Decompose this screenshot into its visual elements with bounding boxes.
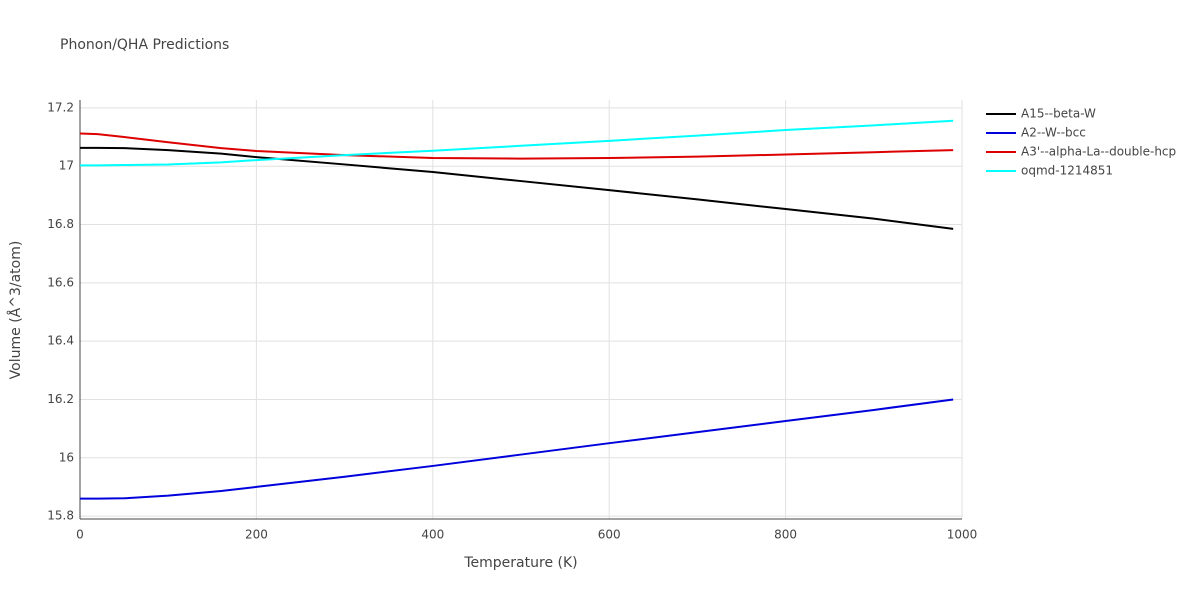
legend-label: oqmd-1214851: [1021, 164, 1113, 178]
y-tick-label: 15.8: [47, 509, 74, 523]
x-tick-label: 1000: [947, 528, 978, 542]
y-tick-label: 16.2: [47, 392, 74, 406]
x-tick-label: 800: [774, 528, 797, 542]
x-tick-label: 0: [76, 528, 84, 542]
y-axis-label: Volume (Å^3/atom): [7, 241, 24, 380]
x-tick-label: 200: [245, 528, 268, 542]
x-tick-label: 600: [598, 528, 621, 542]
legend-label: A15--beta-W: [1021, 107, 1096, 121]
series-line: [80, 119, 954, 167]
y-tick-label: 16.6: [47, 275, 74, 289]
x-axis-label: Temperature (K): [463, 555, 577, 571]
y-tick-label: 16: [59, 450, 74, 464]
y-tick-label: 17: [59, 159, 74, 173]
chart-title: Phonon/QHA Predictions: [60, 37, 229, 53]
series-line: [80, 398, 954, 500]
legend-label: A3'--alpha-La--double-hcp: [1021, 145, 1176, 159]
x-tick-label: 400: [421, 528, 444, 542]
legend-label: A2--W--bcc: [1021, 126, 1086, 140]
y-tick-label: 16.8: [47, 217, 74, 231]
series-line: [79, 132, 954, 160]
y-tick-label: 16.4: [47, 334, 74, 348]
y-tick-label: 17.2: [47, 100, 74, 114]
series-line: [80, 146, 954, 230]
